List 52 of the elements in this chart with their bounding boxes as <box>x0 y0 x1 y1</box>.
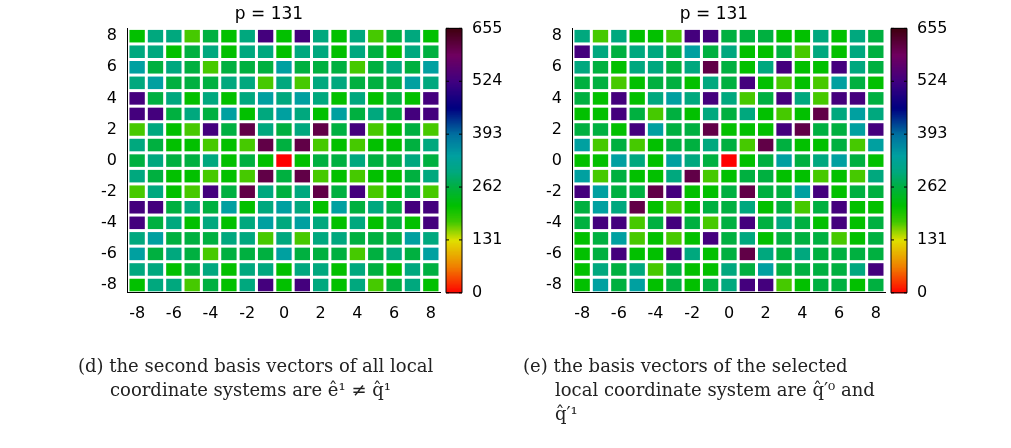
y-tick-label: -6 <box>101 243 117 263</box>
y-tick-label: 6 <box>106 56 117 76</box>
chart-title: p = 131 <box>679 2 749 23</box>
x-tick-label: 0 <box>723 302 735 322</box>
y-tick-label: -8 <box>546 274 562 294</box>
y-tick-label: -2 <box>546 180 562 200</box>
x-tick-label: 2 <box>760 302 771 322</box>
y-tick-label: 4 <box>551 87 562 107</box>
x-tick-label: 0 <box>278 302 290 322</box>
x-tick-label: -2 <box>684 302 701 322</box>
x-tick-label: -4 <box>647 302 664 322</box>
x-tick-label: -2 <box>239 302 256 322</box>
y-tick-label: 4 <box>106 87 117 107</box>
x-tick-label: -4 <box>202 302 219 322</box>
color-bar-label: 393 <box>472 123 503 143</box>
x-tick-label: -6 <box>165 302 182 322</box>
color-bar-label: 262 <box>472 176 503 196</box>
y-tick-label: -6 <box>546 243 562 263</box>
color-bar-label: 0 <box>472 281 483 301</box>
color-bar-label: 655 <box>917 17 948 37</box>
y-tick-label: -8 <box>101 274 117 294</box>
y-tick-label: 2 <box>106 118 117 138</box>
y-tick-label: -2 <box>101 180 117 200</box>
x-tick-label: 6 <box>834 302 845 322</box>
y-tick-label: 0 <box>551 149 562 169</box>
x-tick-label: 4 <box>352 302 363 322</box>
color-bar-label: 524 <box>917 70 948 90</box>
y-tick-label: 2 <box>551 118 562 138</box>
y-tick-label: 8 <box>106 25 117 45</box>
text: (d) the second basis vectors of all local coordinate systems are ê¹ ≠ q̂¹ <box>78 354 435 402</box>
x-tick-label: -6 <box>610 302 627 322</box>
x-tick-label: 4 <box>797 302 808 322</box>
y-tick-label: 8 <box>551 25 562 45</box>
y-tick-label: 0 <box>106 149 117 169</box>
y-tick-label: -4 <box>101 211 117 231</box>
color-bar-label: 131 <box>917 229 948 249</box>
color-bar-label: 393 <box>917 123 948 143</box>
text: (e) the basis vectors of the selected local coordinate system are q̂′⁰ and q̂′¹ <box>523 354 876 426</box>
x-tick-label: 2 <box>315 302 326 322</box>
x-tick-label: 8 <box>870 302 881 322</box>
color-bar-label: 655 <box>472 17 503 37</box>
color-bar-label: 0 <box>917 281 928 301</box>
x-tick-label: 6 <box>389 302 400 322</box>
chart-title: p = 131 <box>234 2 304 23</box>
x-tick-label: -8 <box>129 302 146 322</box>
x-tick-label: 8 <box>425 302 436 322</box>
x-tick-label: -8 <box>574 302 591 322</box>
color-bar-label: 262 <box>917 176 948 196</box>
y-tick-label: -4 <box>546 211 562 231</box>
color-bar-label: 524 <box>472 70 503 90</box>
y-tick-label: 6 <box>551 56 562 76</box>
color-bar-label: 131 <box>472 229 503 249</box>
